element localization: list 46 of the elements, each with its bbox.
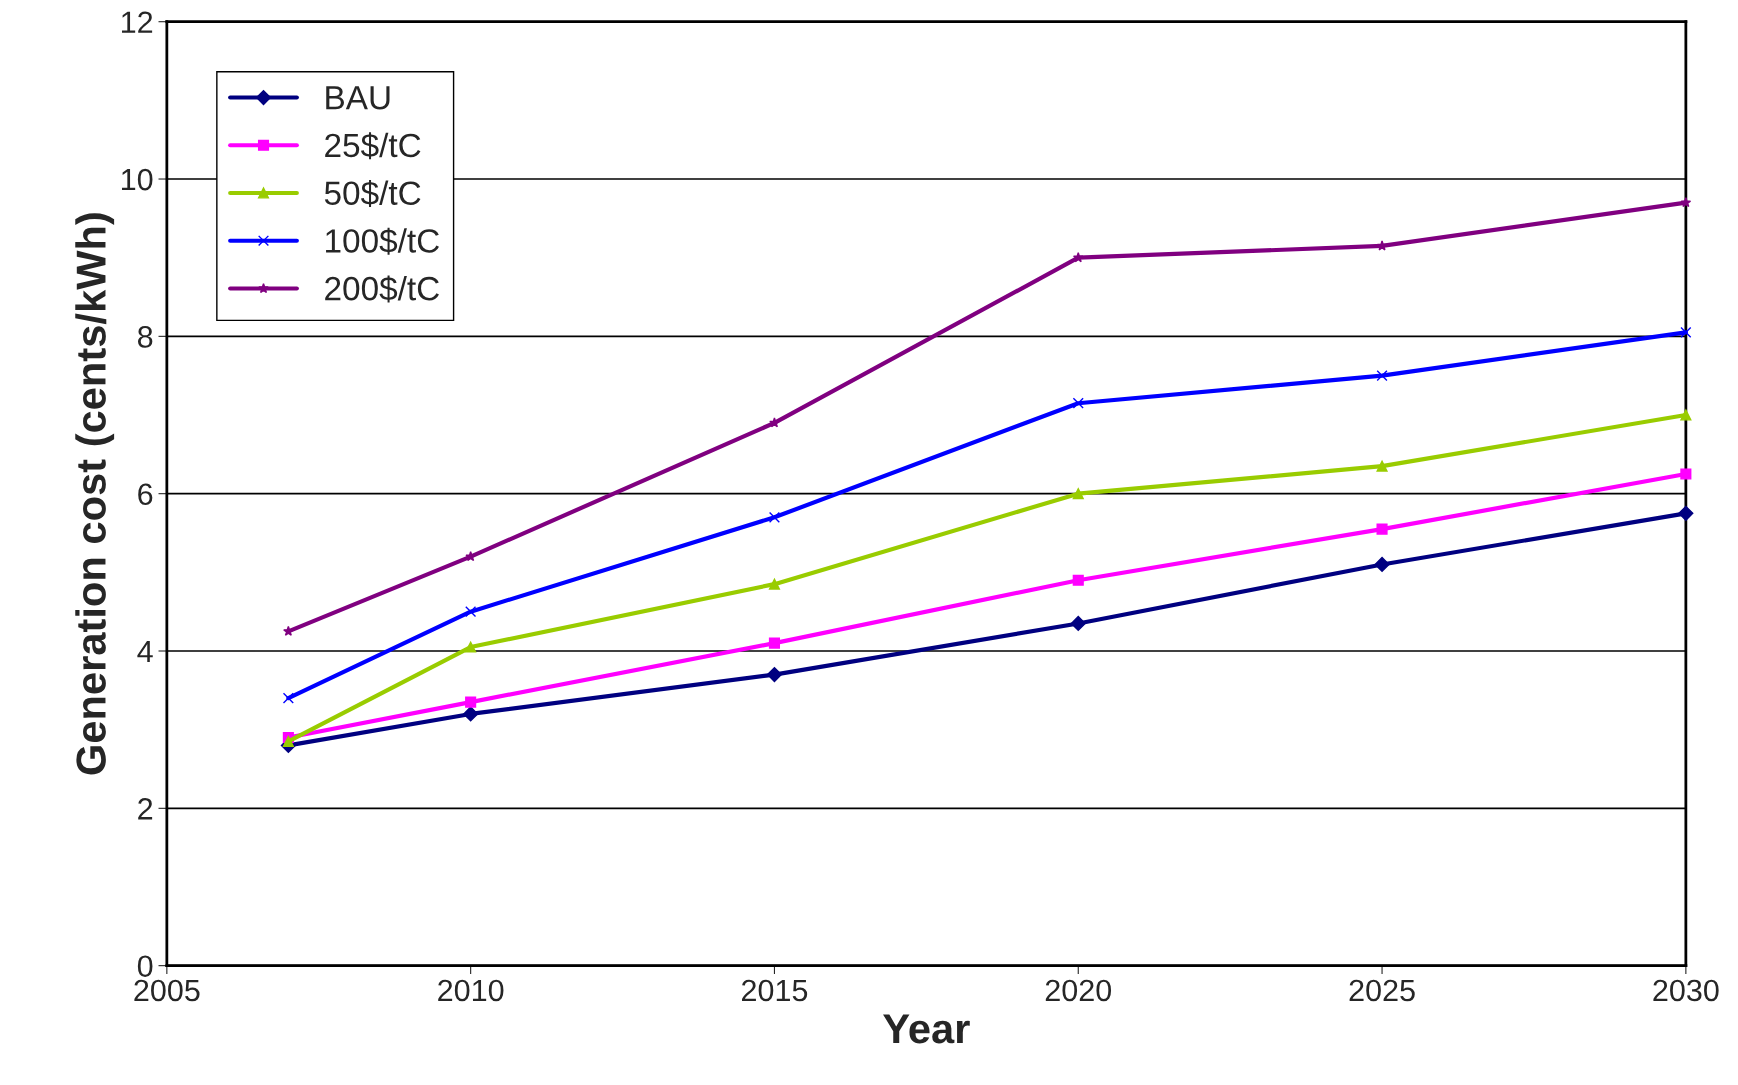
point	[1376, 523, 1388, 535]
point	[1072, 397, 1084, 409]
point	[766, 667, 783, 683]
legend-label: 100$/tC	[326, 227, 439, 255]
point	[465, 551, 476, 562]
y-tick-label: 6	[138, 483, 153, 506]
point	[465, 641, 477, 653]
point	[1680, 197, 1692, 208]
y-tick-label: 0	[137, 955, 153, 978]
point	[1680, 409, 1692, 421]
point	[1376, 370, 1388, 382]
point	[465, 696, 477, 708]
x-tick-label: 2025	[1349, 979, 1415, 1002]
point	[282, 692, 294, 704]
y-tick-label: 10	[122, 168, 153, 191]
y-axis-title: Generation cost (cents/kWh)	[75, 213, 115, 775]
point	[282, 735, 294, 748]
point	[768, 578, 781, 590]
point	[1678, 505, 1694, 521]
x-tick-label: 2020	[1045, 979, 1112, 1002]
x-tick-label: 2015	[742, 979, 808, 1002]
legend-label: 200$/tC	[325, 275, 439, 303]
point	[1374, 556, 1390, 573]
legend-label: BAU	[326, 86, 390, 110]
point	[1072, 252, 1084, 263]
x-axis-title: Year	[883, 1014, 970, 1044]
point	[768, 637, 781, 649]
y-tick-label: 12	[122, 11, 153, 33]
x-tick-label: 2030	[1653, 979, 1719, 1002]
legend-label: 25$/tC	[325, 132, 421, 160]
point	[769, 417, 780, 428]
point	[1072, 488, 1084, 500]
point	[463, 706, 479, 722]
x-tick-label: 2010	[438, 979, 504, 1002]
point	[768, 511, 781, 523]
point	[1680, 326, 1692, 338]
y-tick-label: 8	[137, 326, 153, 348]
point	[465, 606, 477, 618]
point	[1070, 615, 1086, 632]
x-tick-label: 2005	[134, 979, 200, 1002]
point	[1072, 574, 1084, 586]
legend-label: 50$/tC	[324, 179, 421, 207]
y-tick-label: 2	[138, 798, 153, 820]
point	[1376, 460, 1388, 472]
point	[1680, 468, 1692, 480]
y-tick-label: 4	[137, 641, 153, 663]
